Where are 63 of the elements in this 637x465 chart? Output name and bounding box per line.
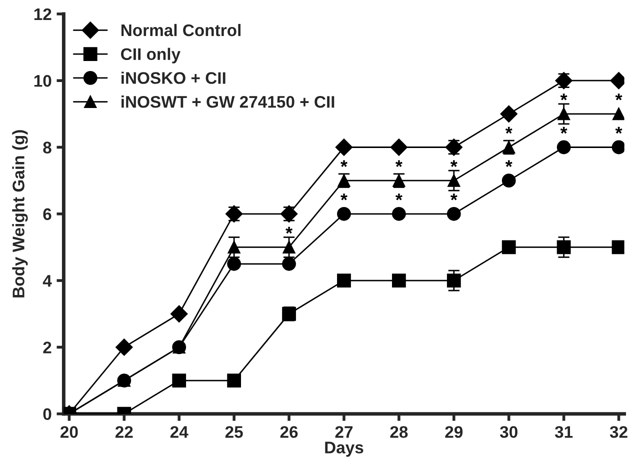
x-axis-title: Days — [325, 442, 364, 457]
point — [116, 338, 133, 356]
x-tick-label: 27 — [335, 426, 353, 438]
x-tick-label: 25 — [225, 426, 243, 438]
point — [446, 274, 461, 288]
x-tick-label: 29 — [445, 426, 463, 438]
y-tick-label: 4 — [42, 275, 52, 287]
point — [448, 174, 460, 187]
point — [228, 240, 240, 254]
point — [612, 240, 624, 254]
point — [337, 274, 351, 288]
point — [335, 138, 353, 156]
legend-label: iNOSWT + GW 274150 + CII — [122, 96, 334, 108]
point — [172, 374, 186, 388]
x-tick-label: 30 — [500, 426, 518, 438]
annotation: * — [395, 194, 402, 200]
annotation: * — [450, 160, 458, 167]
x-tick-label: 24 — [170, 426, 188, 438]
point — [282, 256, 296, 271]
y-tick-label: 0 — [43, 408, 52, 420]
point — [556, 240, 571, 254]
point — [390, 138, 408, 156]
x-tick-label: 22 — [115, 426, 133, 438]
x-tick-label: 28 — [390, 426, 408, 438]
point — [227, 256, 242, 271]
point — [337, 206, 351, 221]
y-tick-label: 8 — [43, 142, 52, 154]
annotation: * — [340, 160, 348, 167]
x-tick-label: 31 — [554, 426, 573, 438]
x-tick-label: 32 — [610, 426, 628, 438]
y-tick-label: 6 — [43, 208, 52, 220]
point — [170, 305, 188, 322]
point — [612, 108, 624, 120]
y-axis-title: Body Weight Gain (g) — [12, 130, 28, 298]
point — [612, 140, 624, 154]
annotation: * — [286, 226, 293, 234]
annotation: * — [340, 194, 348, 200]
legend-label: CII only — [121, 48, 180, 64]
y-tick-label: 2 — [43, 342, 52, 354]
point — [500, 105, 518, 122]
point — [558, 108, 570, 120]
legend-label: iNOSKO + CII — [122, 72, 226, 84]
point — [392, 274, 406, 288]
annotation: * — [450, 194, 458, 200]
annotation: * — [615, 126, 622, 134]
point — [446, 206, 461, 221]
y-tick-label: 12 — [34, 8, 52, 20]
legend-label: Normal Control — [121, 24, 240, 36]
y-tick-label: 10 — [34, 75, 52, 87]
point — [392, 206, 406, 221]
point — [502, 174, 516, 188]
point — [556, 140, 571, 154]
point — [282, 240, 296, 254]
x-tick-label: 26 — [280, 426, 298, 438]
annotation: * — [560, 94, 568, 100]
annotation: * — [615, 94, 622, 100]
annotation: * — [560, 126, 568, 134]
annotation: * — [505, 126, 512, 134]
annotation: * — [395, 160, 402, 167]
x-tick-label: 20 — [60, 426, 78, 438]
point — [502, 240, 516, 254]
point — [227, 374, 242, 388]
annotation: * — [505, 160, 512, 167]
